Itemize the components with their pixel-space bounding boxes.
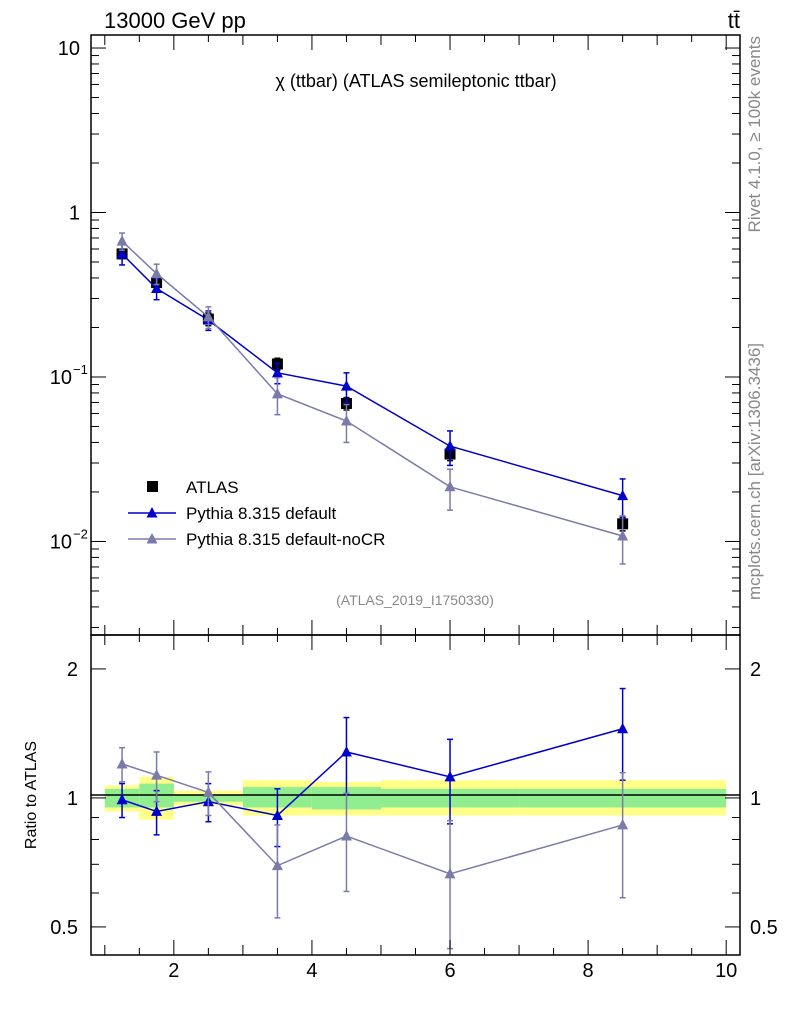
ratio-point-nocr	[116, 757, 128, 769]
energy-label: 13000 GeV pp	[104, 8, 246, 33]
legend-label-nocr: Pythia 8.315 default-noCR	[186, 530, 385, 549]
point-default	[444, 440, 456, 451]
point-nocr	[340, 415, 352, 426]
point-default	[116, 247, 128, 259]
main-series-layer	[116, 232, 629, 565]
ratio-point-nocr	[340, 830, 352, 841]
point-nocr	[444, 480, 456, 492]
point-default	[617, 489, 629, 501]
point-ATLAS	[340, 397, 352, 409]
point-nocr	[116, 235, 128, 246]
ratio-point-nocr	[271, 859, 283, 871]
x-tick-label: 10	[715, 960, 737, 982]
y-tick-label: 10	[50, 531, 72, 553]
ratio-y-tick-label-right: 1	[750, 788, 761, 810]
ratio-bands	[104, 776, 727, 820]
ratio-point-default	[271, 809, 283, 820]
x-tick-label: 6	[444, 960, 455, 982]
point-default	[151, 282, 163, 294]
process-label: tt̄	[728, 8, 740, 33]
ratio-point-nocr	[444, 867, 456, 879]
ratio-series-layer	[116, 687, 629, 950]
y-tick-exponent: −2	[73, 526, 88, 541]
ratio-point-nocr	[202, 786, 214, 797]
point-default	[340, 380, 352, 391]
y-tick-exponent: −1	[73, 362, 88, 377]
ratio-point-nocr	[617, 818, 629, 830]
y-tick-label: 10	[58, 38, 80, 60]
point-nocr	[151, 267, 163, 279]
ratio-y-tick-label: 2	[67, 659, 78, 681]
ratio-frame	[90, 634, 741, 956]
legend-label-ATLAS: ATLAS	[186, 478, 239, 497]
ratio-y-tick-label: 0.5	[50, 917, 78, 939]
ratio-point-default	[444, 770, 456, 782]
x-tick-label: 2	[168, 960, 179, 982]
point-nocr	[202, 310, 214, 322]
x-tick-label: 4	[306, 960, 317, 982]
y-tick-label: 10	[50, 367, 72, 389]
y-tick-label: 1	[69, 203, 80, 225]
legend-marker-atlas	[147, 481, 158, 492]
ratio-y-tick-label-right: 2	[750, 659, 761, 681]
point-nocr	[617, 529, 629, 541]
ratio-point-nocr	[151, 769, 163, 780]
plot-title: χ (ttbar) (ATLAS semileptonic ttbar)	[275, 71, 556, 91]
legend: ATLAS Pythia 8.315 default Pythia 8.315 de…	[128, 478, 385, 549]
legend-marker-nocr	[146, 533, 158, 544]
ratio-panel: 2 4 6 8 10 2 2 1 1 0.5 0.5 Ratio to ATLAS	[23, 634, 778, 982]
x-tick-label: 8	[583, 960, 594, 982]
ratio-point-default	[617, 722, 629, 734]
series-line-default	[121, 253, 623, 497]
ratio-point-default	[116, 793, 128, 805]
mcplots-label: mcplots.cern.ch [arXiv:1306.3436]	[745, 343, 764, 600]
legend-label-default: Pythia 8.315 default	[186, 504, 337, 523]
ratio-y-tick-label: 1	[67, 788, 78, 810]
point-default	[271, 366, 283, 378]
ratio-ylabel: Ratio to ATLAS	[23, 741, 40, 849]
ratio-point-default	[340, 745, 352, 757]
legend-marker-default	[146, 507, 158, 518]
ratio-y-tick-label-right: 0.5	[750, 917, 778, 939]
rivet-version-label: Rivet 4.1.0, ≥ 100k events	[745, 36, 764, 232]
ratio-point-default	[151, 805, 163, 816]
ratio-ticks: 2 4 6 8 10 2 2 1 1 0.5 0.5	[50, 635, 778, 982]
analysis-label: (ATLAS_2019_I1750330)	[336, 592, 494, 608]
point-nocr	[271, 387, 283, 399]
